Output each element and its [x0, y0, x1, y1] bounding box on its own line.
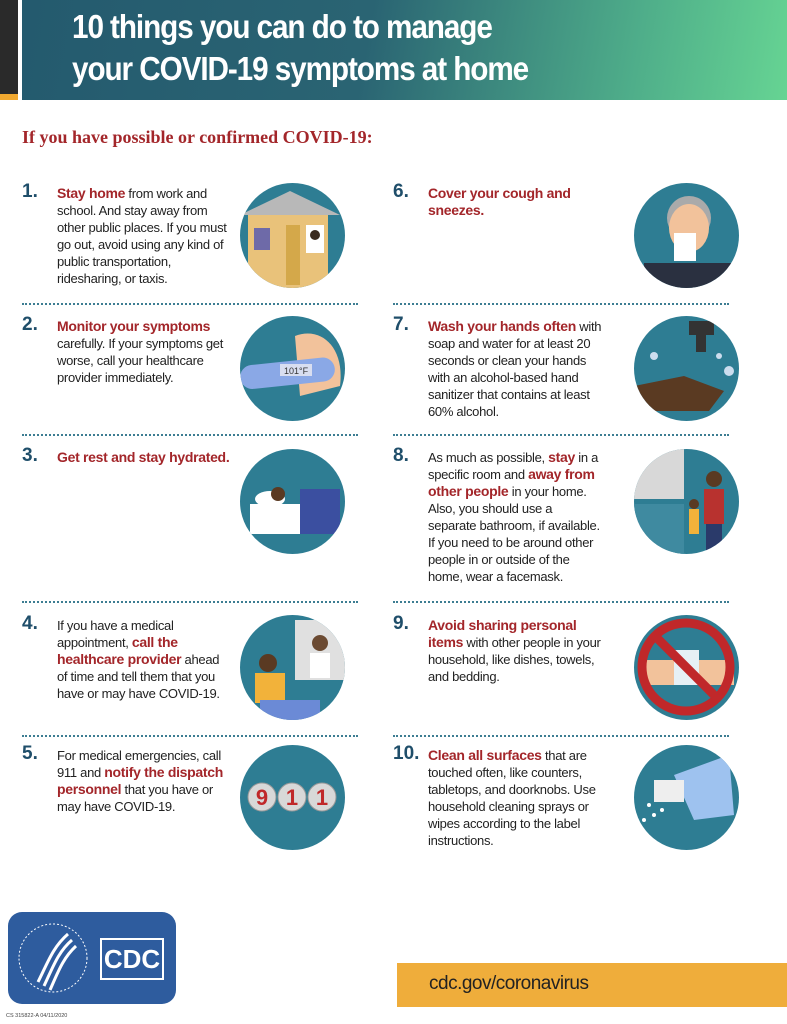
subtitle: If you have possible or confirmed COVID-…	[22, 127, 373, 147]
divider	[22, 735, 358, 737]
tip-description: For medical emergencies, call 911 and no…	[57, 747, 232, 815]
tip-emphasis: Monitor your symptoms	[57, 318, 211, 334]
tip-text: For medical emergencies, call 911 and	[57, 748, 221, 780]
tip-number: 10.	[393, 743, 420, 764]
digit: 9	[256, 785, 268, 810]
title-line-1: 10 things you can do to manage	[72, 8, 493, 45]
house-icon	[240, 183, 345, 288]
tip-description: Avoid sharing personal items with other …	[428, 617, 603, 685]
divider	[393, 303, 729, 305]
divider	[393, 735, 729, 737]
divider	[393, 601, 729, 603]
side-strip	[0, 0, 18, 100]
tip-number: 1.	[22, 181, 38, 202]
divider	[22, 601, 358, 603]
no-sharing-icon	[634, 615, 739, 720]
tip-number: 5.	[22, 743, 38, 764]
phone-call-doctor-icon	[240, 615, 345, 720]
tip-text: that you have or may have COVID-19.	[57, 782, 213, 814]
cdc-logo: CDC	[8, 912, 176, 1004]
tip-emphasis: Cover your cough and sneezes.	[428, 185, 571, 218]
tip-emphasis: Avoid sharing personal items	[428, 617, 577, 650]
tip-number: 6.	[393, 181, 409, 202]
tip-description: Clean all surfaces that are touched ofte…	[428, 747, 603, 849]
website-bar: cdc.gov/coronavirus	[397, 963, 787, 1007]
thermometer-reading: 101°F	[284, 366, 309, 376]
page-title: 10 things you can do to manage your COVID…	[72, 6, 529, 90]
tip-text: in your home. Also, you should use a sep…	[428, 484, 600, 584]
thermometer-icon: 101°F	[240, 316, 345, 421]
tip-description: Get rest and stay hydrated.	[57, 449, 232, 466]
tip-number: 8.	[393, 445, 409, 466]
tip-emphasis: Wash your hands often	[428, 318, 576, 334]
tip-emphasis: away from other people	[428, 466, 595, 499]
tip-emphasis: Clean all surfaces	[428, 747, 542, 763]
hhs-eagle-icon	[18, 923, 88, 993]
tip-description: As much as possible, stay in a specific …	[428, 449, 603, 585]
tip-description: Stay home from work and school. And stay…	[57, 185, 232, 287]
tip-text: carefully. If your symptoms get worse, c…	[57, 336, 224, 385]
tip-emphasis: notify the dispatch personnel	[57, 764, 223, 797]
tip-number: 4.	[22, 613, 38, 634]
title-line-2: your COVID-19 symptoms at home	[72, 50, 529, 87]
tip-text: that are touched often, like counters, t…	[428, 748, 596, 848]
digit: 1	[286, 785, 298, 810]
tip-description: Monitor your symptoms carefully. If your…	[57, 318, 232, 386]
tip-text: with soap and water for at least 20 seco…	[428, 319, 602, 419]
tip-number: 9.	[393, 613, 409, 634]
header-banner: 10 things you can do to manage your COVID…	[22, 0, 787, 100]
website-link[interactable]: cdc.gov/coronavirus	[429, 973, 589, 994]
tip-text: in a specific room and	[428, 450, 599, 482]
isolation-room-icon	[634, 449, 739, 554]
divider	[22, 434, 358, 436]
bed-rest-icon	[240, 449, 345, 554]
tip-text: If you have a medical appointment,	[57, 618, 174, 650]
tip-description: Cover your cough and sneezes.	[428, 185, 603, 219]
tip-emphasis: Stay home	[57, 185, 126, 201]
tip-text: ahead of time and tell them that you hav…	[57, 652, 220, 701]
tip-number: 2.	[22, 314, 38, 335]
divider	[393, 434, 729, 436]
spray-cleaning-icon	[634, 745, 739, 850]
tip-emphasis: call the healthcare provider	[57, 634, 182, 667]
document-code: CS 315822-A 04/11/2020	[6, 1013, 68, 1019]
tip-number: 7.	[393, 314, 409, 335]
cdc-wordmark: CDC	[100, 938, 164, 980]
tip-number: 3.	[22, 445, 38, 466]
tip-text: with other people in your household, lik…	[428, 635, 601, 684]
digit: 1	[316, 785, 328, 810]
tissue-sneeze-icon	[634, 183, 739, 288]
tip-text: As much as possible,	[428, 450, 549, 465]
tip-description: Wash your hands often with soap and wate…	[428, 318, 603, 420]
divider	[22, 303, 358, 305]
tip-emphasis: Get rest and stay hydrated.	[57, 449, 230, 465]
tip-description: If you have a medical appointment, call …	[57, 617, 232, 702]
tip-emphasis: stay	[548, 449, 575, 465]
hand-washing-icon	[634, 316, 739, 421]
tip-text: from work and school. And stay away from…	[57, 186, 227, 286]
